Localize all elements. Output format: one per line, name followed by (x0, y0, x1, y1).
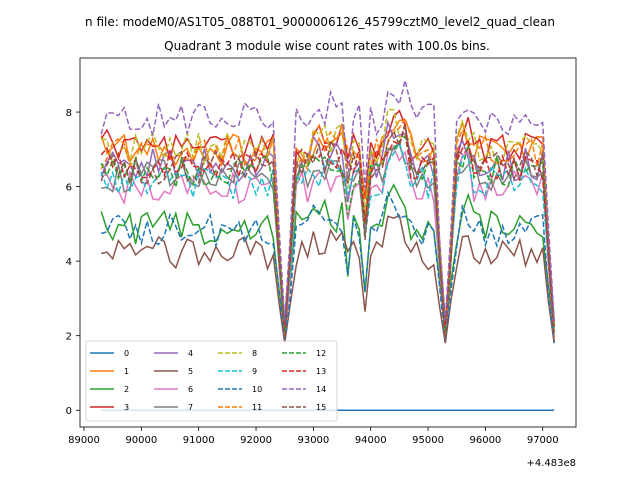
x-tick-label: 96000 (469, 435, 501, 446)
series-line (101, 214, 555, 344)
x-axis: 89000 90000 91000 92000 93000 94000 95000 96000… (68, 427, 559, 446)
legend-label: 3 (124, 403, 129, 412)
legend-label: 0 (124, 349, 129, 358)
plot-frame (79, 57, 577, 428)
x-tick-label: 95000 (412, 435, 444, 446)
series-line (101, 143, 555, 333)
legend-label: 14 (316, 385, 326, 394)
legend-label: 13 (316, 367, 326, 376)
series-line (101, 146, 555, 338)
y-tick-label: 2 (66, 332, 72, 343)
series-line (100, 183, 555, 333)
x-tick-label: 92000 (240, 435, 272, 446)
plot-lines (100, 80, 555, 411)
x-tick-label: 97000 (527, 435, 559, 446)
series-line (100, 123, 555, 327)
legend-label: 9 (252, 367, 257, 376)
legend-label: 7 (188, 403, 193, 412)
y-axis: 0 2 4 6 8 (66, 108, 80, 417)
legend-label: 8 (252, 349, 257, 358)
y-tick-label: 6 (66, 183, 72, 194)
chart-title: Quadrant 3 module wise count rates with … (164, 39, 490, 53)
x-tick-label: 89000 (68, 435, 100, 446)
y-tick-label: 0 (66, 406, 72, 417)
series-line (100, 190, 555, 344)
x-tick-label: 90000 (125, 435, 157, 446)
legend-label: 2 (124, 385, 129, 394)
x-tick-label: 93000 (297, 435, 329, 446)
y-tick-label: 4 (66, 257, 72, 268)
legend-label: 15 (316, 403, 326, 412)
legend-label: 10 (252, 385, 262, 394)
series-line (100, 80, 555, 321)
x-offset-label: +4.483e8 (526, 458, 576, 469)
legend-label: 6 (188, 385, 193, 394)
series-line (100, 109, 555, 327)
series-line (100, 125, 555, 344)
y-tick-label: 8 (66, 108, 72, 119)
x-tick-label: 94000 (355, 435, 387, 446)
legend-box (85, 340, 338, 422)
series-line (100, 134, 555, 333)
legend-label: 1 (124, 367, 129, 376)
figure-title: n file: modeM0/AS1T05_088T01_9000006126_… (85, 15, 555, 29)
legend-label: 11 (252, 403, 262, 412)
legend-label: 12 (316, 349, 326, 358)
legend-label: 5 (188, 367, 193, 376)
legend-label: 4 (188, 349, 193, 358)
x-tick-label: 91000 (183, 435, 215, 446)
